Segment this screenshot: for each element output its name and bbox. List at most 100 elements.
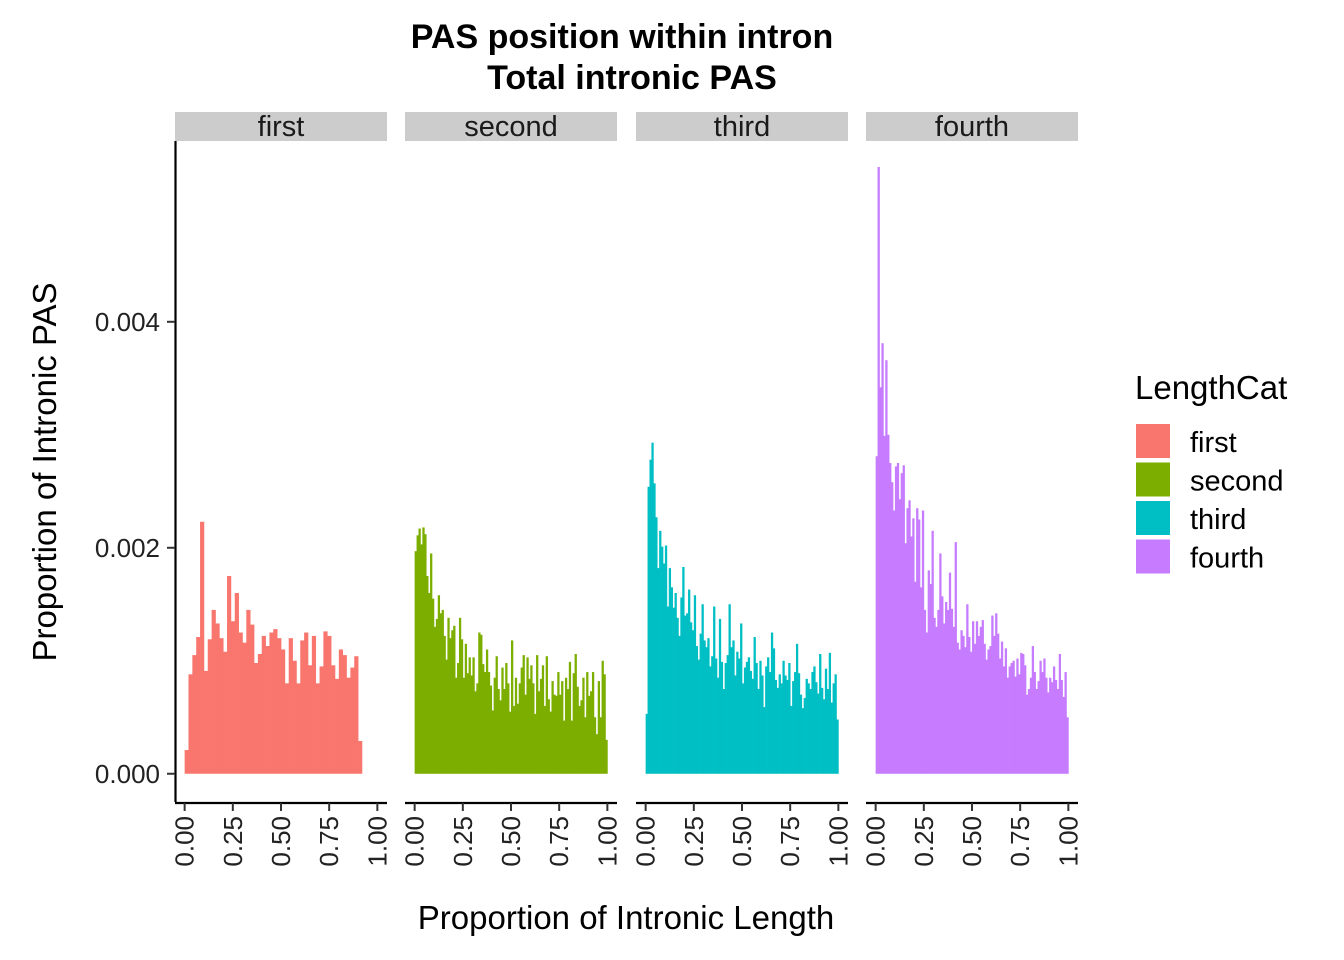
bar (697, 659, 700, 774)
bar (1039, 660, 1042, 774)
bar (261, 635, 266, 774)
bar (792, 681, 795, 774)
bar (466, 673, 469, 774)
bar (925, 632, 929, 774)
facet-strip (405, 112, 617, 141)
bar (834, 674, 837, 774)
facet-strip-label: third (714, 111, 770, 143)
bar (564, 677, 568, 774)
bar (541, 665, 545, 774)
bar (836, 719, 839, 774)
bar (933, 617, 936, 774)
bar (511, 640, 514, 774)
bar (828, 652, 832, 774)
panel-first: first 0.00 0.25 0.50 0.75 1.00 (170, 111, 393, 867)
bar (545, 656, 548, 774)
bar (923, 609, 927, 774)
bar (265, 646, 270, 774)
legend-label-first: first (1190, 427, 1237, 459)
bar (736, 651, 739, 774)
bar (824, 668, 828, 774)
bar (234, 592, 239, 774)
bar (759, 660, 762, 774)
bar (528, 678, 531, 774)
bar (914, 581, 917, 774)
panel-second: second 0.00 0.25 0.50 0.75 1.00 (400, 111, 623, 867)
bar (987, 649, 990, 774)
bar (745, 661, 749, 774)
bar (722, 689, 726, 774)
x-tick-label: 0.25 (909, 816, 939, 867)
x-tick-label: 1.00 (362, 816, 392, 867)
bar (215, 623, 220, 774)
bar (693, 595, 697, 774)
bar (1058, 653, 1062, 774)
bar (323, 631, 328, 774)
bar (522, 655, 525, 774)
bar (755, 663, 758, 774)
bar (420, 544, 423, 774)
bar (1062, 696, 1065, 774)
bar (184, 750, 189, 774)
bar (526, 657, 529, 774)
bar (985, 659, 988, 774)
bar (718, 618, 722, 774)
legend-swatch-first (1136, 424, 1170, 458)
bar (311, 635, 317, 774)
bar (482, 664, 485, 774)
bar (530, 665, 533, 774)
bar (281, 649, 286, 774)
bar (1049, 677, 1052, 774)
legend-swatch-third (1136, 501, 1170, 535)
bar (586, 672, 589, 774)
bar (786, 679, 789, 774)
bar (962, 635, 965, 774)
bar (724, 663, 727, 774)
bar (428, 592, 431, 774)
bar (765, 666, 768, 774)
bar (447, 617, 450, 774)
bar (553, 694, 556, 774)
x-tick-label: 1.00 (1053, 816, 1083, 867)
bar (584, 717, 587, 774)
bar (430, 553, 433, 774)
bar (576, 686, 579, 774)
bar (1064, 672, 1067, 774)
bar (254, 663, 259, 774)
bar (906, 508, 909, 774)
bar (593, 717, 597, 774)
bar (207, 639, 212, 774)
bar (981, 620, 984, 774)
bar (532, 683, 535, 774)
bar (668, 568, 672, 774)
bar (246, 609, 251, 774)
bar (1004, 648, 1008, 774)
bar (227, 576, 232, 774)
x-tick-label: 0.50 (727, 816, 757, 867)
bar (950, 608, 954, 774)
bar (537, 691, 541, 774)
bar (437, 595, 441, 774)
x-tick-label: 0.00 (631, 816, 661, 867)
bar (709, 666, 712, 774)
bar (819, 653, 822, 774)
facet-strip-label: fourth (935, 111, 1009, 143)
bar (1029, 677, 1033, 774)
bar (219, 638, 224, 774)
bar (929, 583, 932, 774)
bar (894, 466, 898, 774)
facet-strip (866, 112, 1078, 141)
bar (647, 486, 650, 774)
x-tick-label: 0.25 (679, 816, 709, 867)
bar (768, 672, 772, 774)
bar (603, 674, 606, 774)
bar (902, 465, 905, 774)
legend-label-second: second (1190, 466, 1284, 498)
x-tick-label: 0.75 (775, 816, 805, 867)
bar (680, 597, 683, 774)
bar (898, 499, 902, 774)
bar (954, 542, 957, 774)
bar (480, 634, 483, 774)
facet-panels: first 0.00 0.25 0.50 0.75 1.00 second 0.00 0.25 0… (170, 111, 1084, 867)
bar (350, 667, 355, 774)
